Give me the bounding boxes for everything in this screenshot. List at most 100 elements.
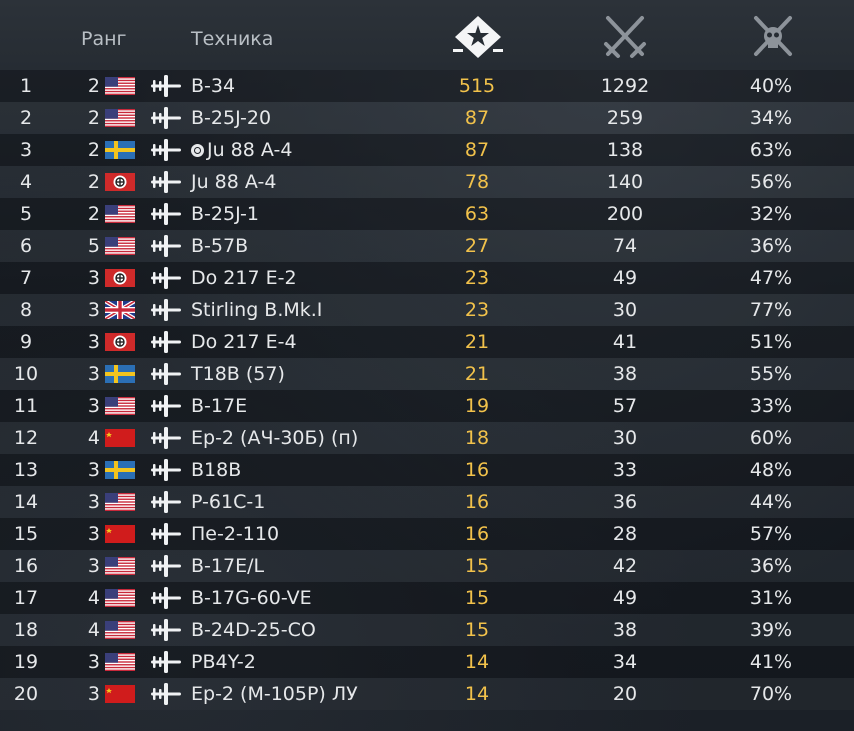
vehicle-rank: 3 [87,459,100,481]
table-row[interactable]: 11 3 B-17E 19 57 33% [0,390,854,422]
vehicle-name[interactable]: Do 217 E-2 [191,262,297,294]
usa-flag-icon [105,77,135,95]
row-position: 11 [13,395,39,417]
winrate-value: 34% [749,107,793,129]
winrate-value: 57% [749,523,793,545]
vehicle-name-text: Ер-2 (АЧ-30Б) (п) [191,427,359,449]
bomber-icon [149,234,183,258]
winrate-value: 63% [749,139,793,161]
bomber-icon [149,106,183,130]
bomber-icon [149,298,183,322]
table-row[interactable]: 18 4 B-24D-25-CO 15 38 39% [0,614,854,646]
battles-value: 200 [606,203,644,225]
bomber-icon [149,586,183,610]
winrate-value: 32% [749,203,793,225]
row-position: 9 [19,331,33,353]
vehicle-name[interactable]: Ер-2 (АЧ-30Б) (п) [191,422,358,454]
winrate-value: 39% [749,619,793,641]
table-row[interactable]: 9 3 Do 217 E-4 21 41 51% [0,326,854,358]
battles-value: 57 [612,395,638,417]
table-row[interactable]: 16 3 B-17E/L 15 42 36% [0,550,854,582]
vehicle-rank: 3 [87,651,100,673]
rank-column-header[interactable]: Ранг [81,28,127,50]
table-row[interactable]: 14 3 P-61C-1 16 36 44% [0,486,854,518]
table-row[interactable]: 3 2 Ju 88 A-4 87 138 63% [0,134,854,166]
table-row[interactable]: 5 2 B-25J-1 63 200 32% [0,198,854,230]
table-row[interactable]: 13 3 B18B 16 33 48% [0,454,854,486]
crossed-swords-skull-icon[interactable] [746,14,800,60]
vehicle-name[interactable]: Ju 88 A-4 [191,134,292,166]
winrate-value: 51% [749,331,793,353]
vehicle-name-text: PB4Y-2 [191,651,256,673]
winrate-value: 48% [749,459,793,481]
usa-flag-icon [105,653,135,671]
row-position: 10 [13,363,39,385]
score-value: 15 [464,587,490,609]
vehicle-name[interactable]: Do 217 E-4 [191,326,297,358]
vehicle-name[interactable]: P-61C-1 [191,486,265,518]
table-row[interactable]: 12 4 Ер-2 (АЧ-30Б) (п) 18 30 60% [0,422,854,454]
table-row[interactable]: 10 3 T18B (57) 21 38 55% [0,358,854,390]
bomber-icon [149,202,183,226]
vehicle-name-text: B-17E/L [191,555,265,577]
vehicle-name-text: B-17G-60-VE [191,587,312,609]
vehicle-name[interactable]: Stirling B.Mk.I [191,294,322,326]
vehicle-name[interactable]: B-24D-25-CO [191,614,316,646]
score-value: 23 [464,299,490,321]
score-value: 14 [464,683,490,705]
vehicle-name[interactable]: B-57B [191,230,248,262]
star-badge-icon[interactable] [451,14,505,60]
vehicle-name-text: B-24D-25-CO [191,619,316,641]
vehicle-name-text: Пе-2-110 [191,523,280,545]
bomber-icon [149,170,183,194]
table-row[interactable]: 8 3 Stirling B.Mk.I 23 30 77% [0,294,854,326]
row-position: 3 [19,139,33,161]
vehicle-name[interactable]: Ju 88 A-4 [191,166,276,198]
vehicle-name[interactable]: T18B (57) [191,358,285,390]
vehicle-name-text: Ju 88 A-4 [191,171,277,193]
vehicle-name[interactable]: Пе-2-110 [191,518,279,550]
table-row[interactable]: 2 2 B-25J-20 87 259 34% [0,102,854,134]
crossed-swords-icon[interactable] [598,14,652,60]
row-position: 1 [19,75,33,97]
winrate-value: 56% [749,171,793,193]
table-row[interactable]: 6 5 B-57B 27 74 36% [0,230,854,262]
vehicle-name[interactable]: B-25J-20 [191,102,271,134]
vehicle-name-text: Ер-2 (М-105Р) ЛУ [191,683,358,705]
battles-value: 28 [612,523,638,545]
winrate-value: 40% [749,75,793,97]
vehicle-rank: 3 [87,523,100,545]
table-row[interactable]: 4 2 Ju 88 A-4 78 140 56% [0,166,854,198]
table-row[interactable]: 17 4 B-17G-60-VE 15 49 31% [0,582,854,614]
vehicle-name[interactable]: B-25J-1 [191,198,259,230]
usa-flag-icon [105,589,135,607]
row-position: 16 [13,555,39,577]
table-row[interactable]: 19 3 PB4Y-2 14 34 41% [0,646,854,678]
vehicle-name[interactable]: B-17E [191,390,247,422]
battles-value: 259 [606,107,644,129]
vehicle-name[interactable]: PB4Y-2 [191,646,256,678]
vehicle-name[interactable]: B-17G-60-VE [191,582,312,614]
germany-flag-icon [105,269,135,287]
row-position: 17 [13,587,39,609]
vehicle-column-header[interactable]: Техника [191,28,274,50]
bomber-icon [149,362,183,386]
battles-value: 38 [612,619,638,641]
germany-flag-icon [105,333,135,351]
usa-flag-icon [105,205,135,223]
vehicle-name[interactable]: Ер-2 (М-105Р) ЛУ [191,678,358,710]
table-row[interactable]: 7 3 Do 217 E-2 23 49 47% [0,262,854,294]
sweden-flag-icon [105,141,135,159]
vehicle-rank: 3 [87,331,100,353]
table-row[interactable]: 20 3 Ер-2 (М-105Р) ЛУ 14 20 70% [0,678,854,710]
table-row[interactable]: 1 2 B-34 515 1292 40% [0,70,854,102]
usa-flag-icon [105,557,135,575]
vehicle-name[interactable]: B18B [191,454,241,486]
vehicle-name[interactable]: B-34 [191,70,235,102]
winrate-value: 77% [749,299,793,321]
score-value: 87 [464,107,490,129]
table-row[interactable]: 15 3 Пе-2-110 16 28 57% [0,518,854,550]
vehicle-name[interactable]: B-17E/L [191,550,264,582]
sweden-flag-icon [105,461,135,479]
